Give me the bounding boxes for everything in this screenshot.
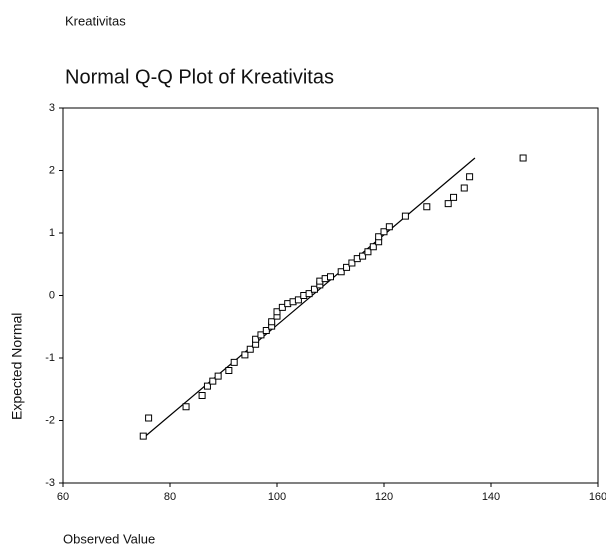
y-tick-label: -1 bbox=[45, 352, 55, 364]
point bbox=[226, 368, 232, 374]
point bbox=[242, 352, 248, 358]
point bbox=[231, 359, 237, 365]
plot-frame bbox=[63, 108, 598, 483]
reference-line bbox=[143, 158, 475, 438]
point bbox=[140, 433, 146, 439]
y-tick-label: 1 bbox=[49, 227, 55, 239]
x-tick-label: 100 bbox=[268, 491, 286, 503]
x-tick-label: 60 bbox=[57, 491, 69, 503]
y-tick-label: 0 bbox=[49, 289, 55, 301]
y-tick-label: -3 bbox=[45, 477, 55, 489]
x-tick-label: 80 bbox=[164, 491, 176, 503]
point bbox=[328, 274, 334, 280]
x-tick-label: 120 bbox=[375, 491, 393, 503]
y-tick-label: 2 bbox=[49, 164, 55, 176]
page: Kreativitas Normal Q-Q Plot of Kreativit… bbox=[0, 0, 606, 556]
point bbox=[467, 174, 473, 180]
y-tick-label: -2 bbox=[45, 414, 55, 426]
chart-title: Normal Q-Q Plot of Kreativitas bbox=[65, 66, 334, 88]
point bbox=[402, 213, 408, 219]
point bbox=[445, 201, 451, 207]
point bbox=[215, 373, 221, 379]
point bbox=[461, 185, 467, 191]
y-axis-label: Expected Normal bbox=[9, 313, 25, 420]
point bbox=[269, 319, 275, 325]
point bbox=[520, 155, 526, 161]
x-axis-label: Observed Value bbox=[63, 531, 155, 546]
point bbox=[451, 194, 457, 200]
point bbox=[199, 393, 205, 399]
section-label: Kreativitas bbox=[65, 13, 126, 28]
y-tick-label: 3 bbox=[49, 102, 55, 114]
point bbox=[146, 415, 152, 421]
point bbox=[424, 204, 430, 210]
point bbox=[183, 404, 189, 410]
x-tick-label: 140 bbox=[482, 491, 500, 503]
x-tick-label: 160 bbox=[589, 491, 606, 503]
point bbox=[386, 224, 392, 230]
